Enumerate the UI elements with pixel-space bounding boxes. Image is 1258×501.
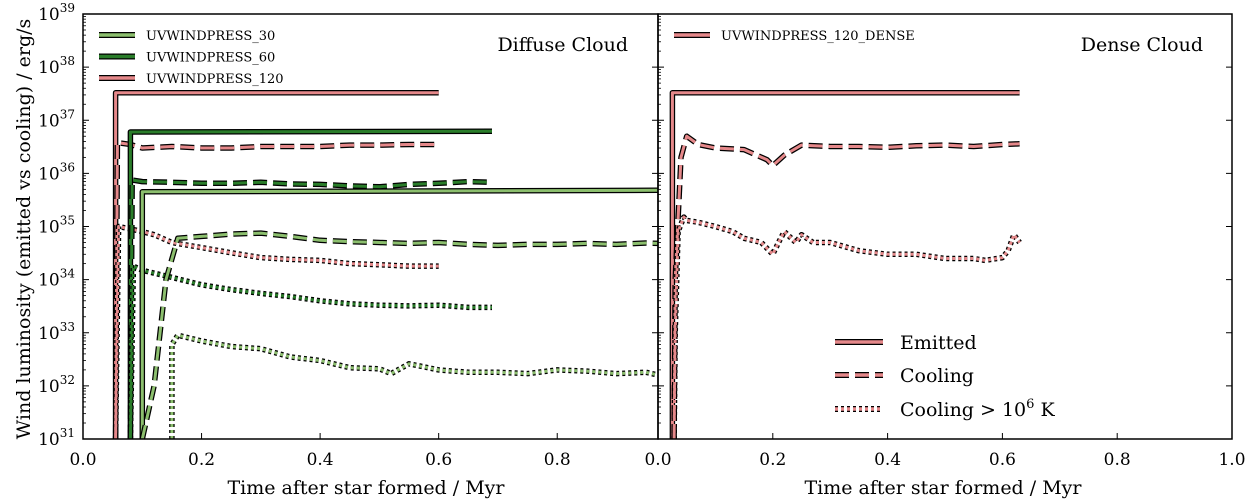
y-axis-label-group: Wind luminosity (emitted vs cooling) / e…	[13, 19, 35, 440]
series-uvwindpress_60-emitted	[128, 129, 493, 439]
x-tick-label: 0.0	[69, 450, 96, 470]
panel-label-diffuse: Diffuse Cloud	[497, 34, 628, 56]
x-tick-label: 0.6	[425, 450, 452, 470]
series-uvwindpress_30-cooling_hot-outline	[169, 332, 659, 439]
series-uvwindpress_120_dense-cooling-outline	[671, 133, 1020, 440]
x-tick-label: 0.0	[644, 450, 671, 470]
y-tick-label: 1033	[38, 320, 75, 344]
x-tick-label: 0.4	[874, 450, 901, 470]
y-axis-label: Wind luminosity (emitted vs cooling) / e…	[13, 19, 35, 440]
panel-label-dense: Dense Cloud	[1081, 34, 1203, 56]
legend-emitted-label: Emitted	[900, 332, 977, 354]
series-uvwindpress_30-emitted	[140, 188, 659, 439]
y-tick-label: 1035	[38, 214, 75, 238]
legend-cooling-hot-label: Cooling > 106 K	[900, 397, 1055, 421]
series-uvwindpress_120-cooling_hot	[114, 225, 439, 440]
series-uvwindpress_120_dense-emitted-outline	[669, 89, 1020, 439]
x-axis-label-left: Time after star formed / Myr	[228, 477, 506, 499]
y-tick-label: 1038	[38, 54, 75, 78]
x-tick-label: 0.2	[188, 450, 215, 470]
legend-cooling-hot-unit: K	[1034, 399, 1055, 421]
y-tick-label: 1034	[38, 267, 75, 291]
style-legend: Emitted Cooling Cooling > 106 K	[835, 332, 1055, 421]
legend-cooling-hot-exp: 6	[1026, 397, 1034, 412]
panel-diffuse-cloud: 0.0 0.2 0.4 0.6 0.8 1031 1032 1033 1034 1035 1036 1…	[38, 1, 659, 470]
series-uvwindpress_30-cooling_hot	[170, 333, 659, 439]
panel-dense-cloud: 0.0 0.2 0.4 0.6 0.8 1.0 UVWINDPRESS_120_DENSE	[644, 13, 1246, 470]
x-tick-label: 0.8	[544, 450, 571, 470]
x-tick-label: 0.6	[989, 450, 1016, 470]
x-tick-label: 1.0	[1218, 450, 1245, 470]
series-uvwindpress_30-emitted-outline	[139, 187, 659, 439]
series-uvwindpress_60-cooling	[128, 178, 493, 440]
series-uvwindpress_60-cooling_hot	[128, 264, 492, 440]
series-uvwindpress_30-cooling	[140, 231, 659, 440]
y-tick-label: 1039	[38, 1, 75, 25]
series-uvwindpress_120_dense-cooling	[672, 134, 1020, 440]
y-tick-label: 1032	[38, 373, 75, 397]
legend-label: UVWINDPRESS_120_DENSE	[721, 29, 915, 44]
series-uvwindpress_60-emitted-outline	[127, 128, 493, 439]
series-uvwindpress_120_dense-emitted	[670, 91, 1020, 439]
x-axis-label-right: Time after star formed / Myr	[805, 477, 1083, 499]
y-tick-label: 1036	[38, 160, 75, 184]
legend-cooling-hot-text: Cooling > 10	[900, 399, 1026, 421]
x-tick-label: 0.2	[759, 450, 786, 470]
legend-label: UVWINDPRESS_120	[146, 72, 284, 87]
legend-label: UVWINDPRESS_30	[146, 29, 275, 44]
y-tick-label: 1031	[38, 426, 75, 450]
series-uvwindpress_60-cooling_hot-outline	[127, 263, 492, 440]
x-tick-label: 0.4	[307, 450, 334, 470]
series-uvwindpress_60-cooling-outline	[127, 177, 493, 440]
legend-label: UVWINDPRESS_60	[146, 51, 275, 66]
x-tick-label: 0.8	[1104, 450, 1131, 470]
y-tick-label: 1037	[38, 107, 75, 131]
legend-cooling-label: Cooling	[900, 365, 974, 387]
